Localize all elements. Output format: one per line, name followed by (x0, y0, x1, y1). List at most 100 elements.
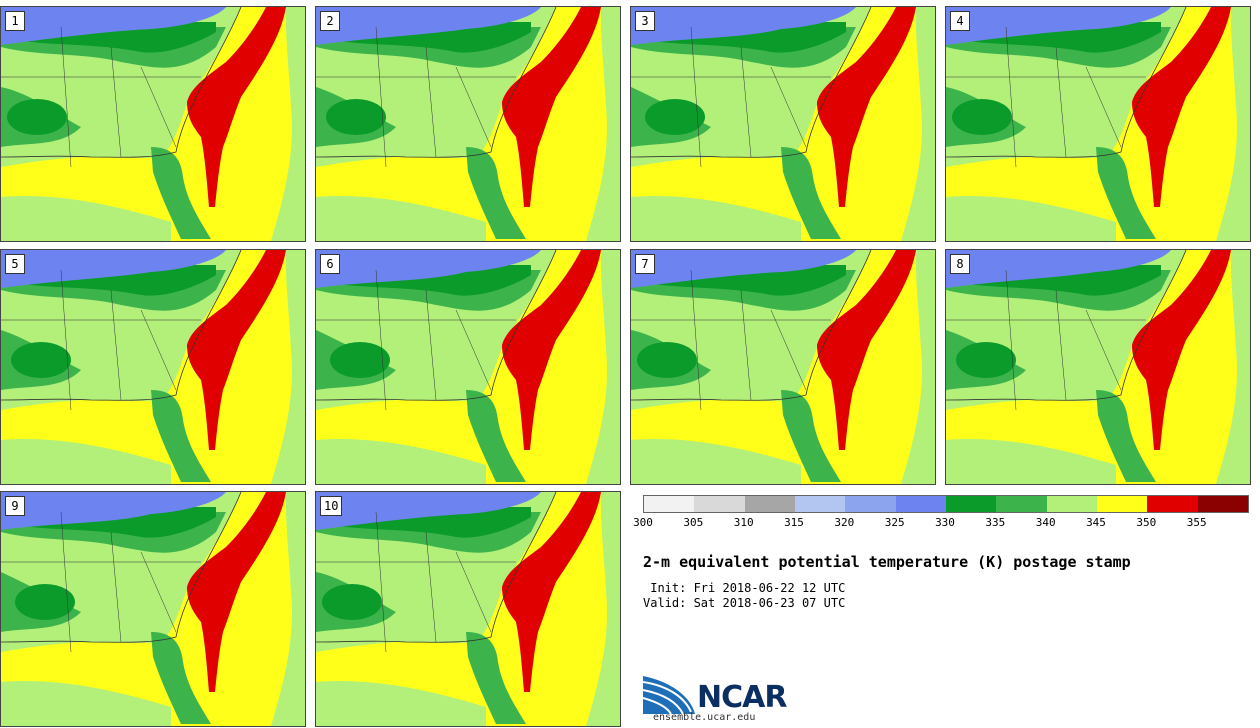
colorbar-ticks: 300 305 310 315 320 325 330 335 340 345 … (633, 516, 1247, 530)
state-borders (631, 26, 831, 168)
valid-time: Valid: Sat 2018-06-23 07 UTC (643, 596, 846, 610)
florida-peninsula (466, 632, 526, 724)
map-svg (631, 250, 935, 484)
coastline (1, 492, 242, 643)
coastline (946, 7, 1187, 158)
coastline (631, 250, 872, 401)
colorbar-tick: 325 (884, 516, 905, 529)
high-theta-plume (1132, 250, 1231, 450)
ensemble-member-panel: 8 (945, 249, 1251, 485)
colorbar-tick: 315 (784, 516, 804, 529)
high-theta-plume (1132, 7, 1231, 207)
colorbar-segment (644, 496, 695, 512)
high-theta-plume (817, 7, 916, 207)
state-borders (316, 511, 516, 653)
northern-cool-area (1, 492, 226, 530)
high-theta-plume (187, 492, 286, 692)
high-theta-plume (817, 250, 916, 450)
map-svg (316, 7, 620, 241)
northern-cool-area (316, 250, 541, 288)
logo-text: NCAR (697, 680, 787, 715)
eastern-ocean-region (271, 492, 305, 726)
florida-peninsula (151, 390, 211, 482)
colorbar (643, 495, 1249, 513)
southern-sea-region (631, 196, 801, 241)
dark-green-patch (15, 584, 75, 620)
ncar-logo-icon (643, 676, 695, 715)
eastern-ocean-region (271, 7, 305, 241)
coastline (316, 492, 557, 643)
ensemble-member-panel: 1 (0, 6, 306, 242)
colorbar-segment (794, 496, 846, 512)
high-theta-plume (502, 7, 601, 207)
plot-title: 2-m equivalent potential temperature (K)… (643, 553, 1131, 571)
state-borders (946, 26, 1146, 168)
colorbar-tick: 320 (834, 516, 855, 529)
colorbar-tick: 355 (1186, 516, 1207, 529)
map-svg (1, 7, 305, 241)
colorbar-segment (1147, 496, 1198, 512)
member-label: 2 (320, 11, 340, 31)
dark-green-patch (645, 99, 705, 135)
eastern-ocean-region (1216, 250, 1250, 484)
member-label: 3 (635, 11, 655, 31)
ensemble-member-panel: 5 (0, 249, 306, 485)
florida-peninsula (1096, 147, 1156, 239)
map-svg (316, 492, 620, 726)
dark-green-patch (637, 342, 697, 378)
southern-sea-region (631, 439, 801, 484)
southern-sea-region (946, 196, 1116, 241)
eastern-ocean-region (586, 7, 620, 241)
member-label: 1 (5, 11, 25, 31)
member-label: 5 (5, 254, 25, 274)
state-borders (316, 26, 516, 168)
northern-cool-area (631, 7, 856, 45)
high-theta-plume (187, 250, 286, 450)
dark-green-patch (322, 584, 382, 620)
southern-sea-region (1, 196, 171, 241)
colorbar-tick: 335 (985, 516, 1006, 529)
state-borders (316, 269, 516, 411)
florida-peninsula (151, 632, 211, 724)
coastline (631, 7, 872, 158)
colorbar-tick: 350 (1136, 516, 1157, 529)
northern-cool-area (1, 250, 226, 288)
member-label: 9 (5, 496, 25, 516)
coastline (946, 250, 1187, 401)
dark-green-patch (326, 99, 386, 135)
eastern-ocean-region (1216, 7, 1250, 241)
colorbar-segment (694, 496, 745, 512)
ensemble-member-panel: 7 (630, 249, 936, 485)
florida-peninsula (781, 147, 841, 239)
eastern-ocean-region (901, 7, 935, 241)
ensemble-member-panel: 10 (315, 491, 621, 727)
colorbar-segment (1046, 496, 1097, 512)
dark-green-patch (11, 342, 71, 378)
state-borders (1, 269, 201, 411)
southern-sea-region (946, 439, 1116, 484)
map-svg (1, 250, 305, 484)
northern-cool-area (946, 7, 1171, 45)
southern-sea-region (316, 439, 486, 484)
member-label: 7 (635, 254, 655, 274)
map-svg (631, 7, 935, 241)
eastern-ocean-region (901, 250, 935, 484)
florida-peninsula (466, 147, 526, 239)
dark-green-patch (330, 342, 390, 378)
northern-cool-area (1, 7, 226, 45)
ensemble-member-panel: 9 (0, 491, 306, 727)
colorbar-segment (744, 496, 795, 512)
colorbar-segment (1197, 496, 1248, 512)
colorbar-segment (895, 496, 946, 512)
colorbar-tick: 310 (733, 516, 754, 529)
colorbar-segment (1096, 496, 1148, 512)
dark-green-patch (952, 99, 1012, 135)
colorbar-tick: 330 (935, 516, 955, 529)
ensemble-member-panel: 4 (945, 6, 1251, 242)
high-theta-plume (502, 250, 601, 450)
high-theta-plume (187, 7, 286, 207)
map-svg (1, 492, 305, 726)
northern-cool-area (316, 7, 541, 45)
member-label: 8 (950, 254, 970, 274)
southern-sea-region (1, 681, 171, 726)
